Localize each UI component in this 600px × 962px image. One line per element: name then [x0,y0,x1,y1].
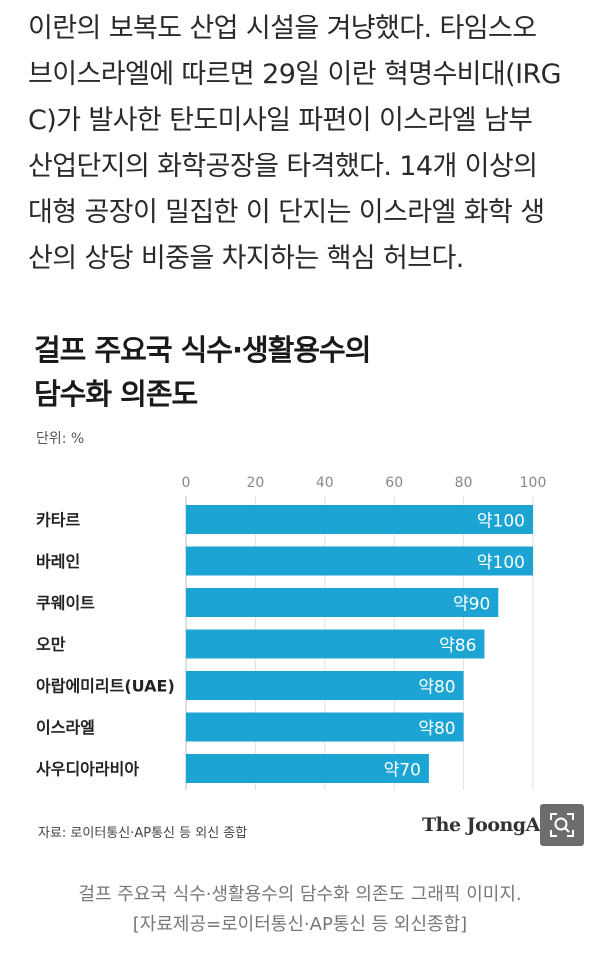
article-line: 브이스라엘에 따르면 29일 이란 혁명수비대(IRG [28,59,562,90]
chart-figure: 걸프 주요국 식수·생활용수의 담수화 의존도 단위: % 0 20 40 60 80 1… [0,320,600,860]
x-tick-label: 60 [385,475,403,491]
bar [186,546,533,576]
article-line: 산의 상당 비중을 차지하는 핵심 허브다. [28,243,464,274]
article-line: C)가 발사한 탄도미사일 파편이 이스라엘 남부 [28,105,533,136]
x-tick-label: 100 [520,475,547,491]
publisher-logo: The JoongAng [422,814,566,836]
category-label: 바레인 [36,552,80,571]
x-tick-label: 40 [316,475,334,491]
bar [186,629,485,659]
x-tick-label: 80 [455,475,473,491]
data-label: 약80 [418,678,455,698]
bar [186,671,464,700]
magnifier-icon [550,813,574,837]
category-label: 오만 [36,635,66,654]
category-label: 쿠웨이트 [36,594,95,613]
chart-unit-label: 단위: % [36,431,85,447]
caption-line: 걸프 주요국 식수·생활용수의 담수화 의존도 그래픽 이미지. [78,884,522,905]
x-tick-label: 0 [182,475,191,491]
data-label: 약80 [418,719,455,739]
article-body: 이란의 보복도 산업 시설을 겨냥했다. 타임스오 브이스라엘에 따르면 29일… [28,6,588,282]
article-line: 산업단지의 화학공장을 타격했다. 14개 이상의 [28,151,538,182]
chart-title: 걸프 주요국 식수·생활용수의 담수화 의존도 [34,328,371,416]
article-line: 이란의 보복도 산업 시설을 겨냥했다. 타임스오 [28,13,537,44]
chart-title-line: 담수화 의존도 [34,377,198,411]
category-label: 사우디아라비아 [36,760,139,779]
bar [186,754,429,783]
category-label: 카타르 [36,511,80,530]
data-label: 약100 [477,512,525,532]
chart-title-line: 걸프 주요국 식수·생활용수의 [34,333,371,367]
chart-source: 자료: 로이터통신·AP통신 등 외신 종합 [38,826,248,841]
image-caption: 걸프 주요국 식수·생활용수의 담수화 의존도 그래픽 이미지. [자료제공=로… [0,880,600,940]
category-label: 아랍에미리트(UAE) [36,677,175,696]
data-label: 약70 [384,761,421,781]
caption-line: [자료제공=로이터통신·AP통신 등 외신종합] [132,914,468,935]
article-line: 대형 공장이 밀집한 이 단지는 이스라엘 화학 생 [28,197,545,228]
bar [186,588,499,617]
bar [186,712,464,742]
zoom-button[interactable] [540,804,584,846]
bar [186,505,533,534]
data-label: 약100 [477,553,525,573]
data-label: 약86 [439,636,476,656]
data-label: 약90 [453,595,490,615]
x-tick-label: 20 [246,475,264,491]
category-label: 이스라엘 [36,718,95,737]
